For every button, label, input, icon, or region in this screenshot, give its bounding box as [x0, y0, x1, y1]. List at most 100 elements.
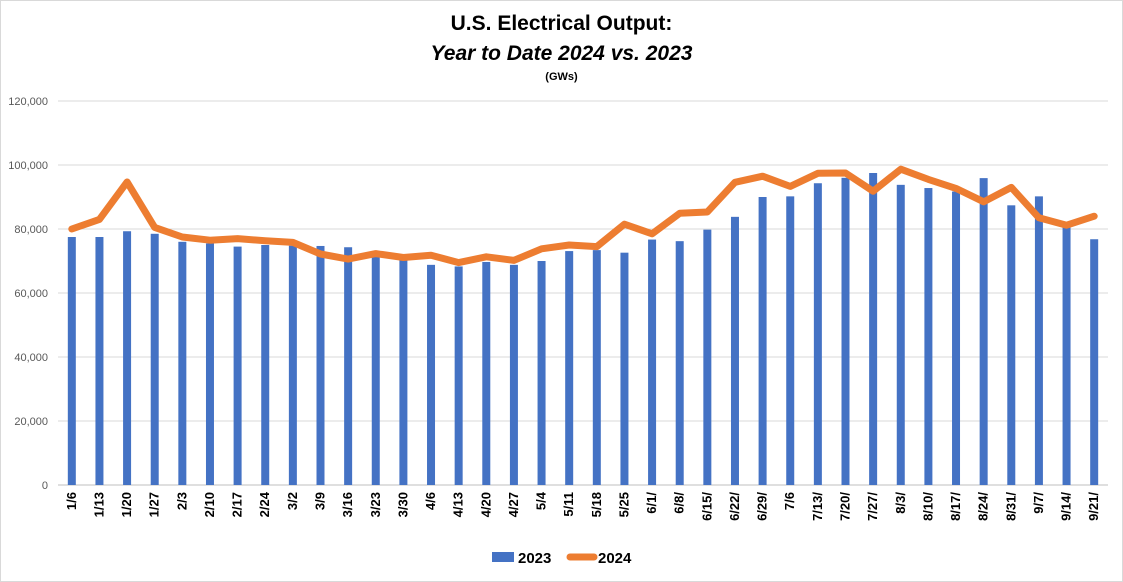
bar-2023	[758, 197, 767, 485]
bar-2023	[316, 245, 325, 485]
x-tick-label: 8/3/	[893, 492, 908, 514]
y-tick-label: 80,000	[14, 224, 48, 236]
x-tick-label: 6/1/	[644, 492, 659, 514]
bar-series-2023	[67, 173, 1099, 486]
bar-2023	[537, 261, 546, 485]
gridlines	[58, 100, 1108, 486]
x-tick-label: 6/15/	[699, 492, 714, 521]
bar-2023	[454, 266, 463, 485]
bar-2023	[924, 188, 933, 486]
point-2024	[126, 181, 128, 183]
point-2024	[541, 248, 543, 250]
point-2024	[347, 258, 349, 260]
point-2024	[789, 185, 791, 187]
bar-2023	[67, 237, 76, 485]
bar-2023	[205, 243, 214, 485]
bar-2023	[288, 245, 297, 485]
point-2024	[292, 241, 294, 243]
x-tick-label: 1/27	[147, 492, 162, 517]
bar-2023	[620, 252, 629, 485]
point-2024	[154, 226, 156, 228]
x-tick-label: 4/27	[506, 492, 521, 517]
chart-title: U.S. Electrical Output:	[450, 12, 673, 35]
x-tick-label: 3/30	[395, 492, 410, 517]
bar-2023	[1034, 196, 1043, 486]
x-tick-label: 9/14/	[1059, 492, 1074, 521]
x-tick-label: 6/29/	[755, 492, 770, 521]
x-tick-label: 1/6	[64, 492, 79, 510]
x-tick-label: 3/2	[285, 492, 300, 510]
point-2024	[817, 172, 819, 174]
point-2024	[623, 223, 625, 225]
bar-2023	[1090, 239, 1099, 485]
point-2024	[706, 211, 708, 213]
x-tick-label: 1/20	[119, 492, 134, 517]
bar-2023	[427, 264, 436, 485]
bar-2023	[509, 264, 518, 485]
bar-2023	[952, 191, 961, 485]
point-2024	[651, 233, 653, 235]
bar-2023	[1007, 205, 1016, 485]
bar-2023	[730, 216, 739, 485]
bar-2023	[371, 253, 380, 485]
point-2024	[237, 238, 239, 240]
x-tick-label: 7/6	[782, 492, 797, 510]
point-2024	[430, 254, 432, 256]
line-2024	[68, 165, 1098, 267]
x-tick-label: 3/9	[313, 492, 328, 510]
line-series-2024	[68, 165, 1098, 267]
y-tick-label: 120,000	[8, 96, 48, 108]
x-tick-label: 2/24	[257, 491, 272, 517]
chart-unit-label: (GWs)	[545, 71, 578, 83]
x-tick-label: 1/13	[91, 492, 106, 517]
bar-2023	[675, 241, 684, 485]
bar-2023	[233, 246, 242, 485]
point-2024	[1093, 215, 1095, 217]
point-2024	[98, 218, 100, 220]
x-tick-label: 6/22/	[727, 492, 742, 521]
bar-2023	[150, 233, 159, 485]
x-tick-label: 2/10	[202, 492, 217, 517]
bar-2023	[813, 183, 822, 486]
point-2024	[596, 246, 598, 248]
bar-2023	[399, 258, 408, 485]
x-tick-label: 7/13/	[810, 492, 825, 521]
bar-2023	[95, 237, 104, 485]
y-tick-label: 100,000	[8, 160, 48, 172]
x-tick-label: 7/20/	[838, 492, 853, 521]
point-2024	[568, 244, 570, 246]
x-axis-ticks: 1/6 1/13 1/20 1/27 2/3 2/10 2/17 2/24 3/2 3/9 3/16…	[64, 491, 1101, 521]
bar-2023	[869, 173, 878, 485]
y-tick-label: 0	[42, 480, 48, 492]
point-2024	[458, 262, 460, 264]
x-tick-label: 2/3	[174, 492, 189, 510]
point-2024	[1010, 186, 1012, 188]
x-tick-label: 3/23	[368, 492, 383, 517]
point-2024	[264, 240, 266, 242]
x-tick-label: 3/16	[340, 492, 355, 517]
x-tick-label: 9/21/	[1086, 492, 1101, 521]
y-tick-label: 20,000	[14, 416, 48, 428]
point-2024	[375, 253, 377, 255]
bar-2023	[1062, 225, 1071, 486]
bar-2023	[261, 245, 270, 485]
bar-2023	[482, 261, 491, 485]
bar-2023	[592, 250, 601, 485]
x-tick-label: 9/7/	[1031, 492, 1046, 514]
bar-2023	[344, 247, 353, 485]
x-tick-label: 6/8/	[672, 492, 687, 514]
point-2024	[181, 236, 183, 238]
x-tick-label: 8/17/	[948, 492, 963, 521]
legend: 2023 2024	[492, 550, 632, 567]
x-tick-label: 5/11	[561, 492, 576, 517]
legend-label-2024: 2024	[598, 550, 632, 567]
x-tick-label: 5/4	[534, 491, 549, 510]
bar-2023	[123, 231, 132, 485]
x-tick-label: 5/18	[589, 492, 604, 517]
chart-subtitle: Year to Date 2024 vs. 2023	[430, 42, 693, 65]
bar-2023	[841, 177, 850, 486]
point-2024	[513, 259, 515, 261]
point-2024	[402, 256, 404, 258]
y-tick-label: 60,000	[14, 288, 48, 300]
